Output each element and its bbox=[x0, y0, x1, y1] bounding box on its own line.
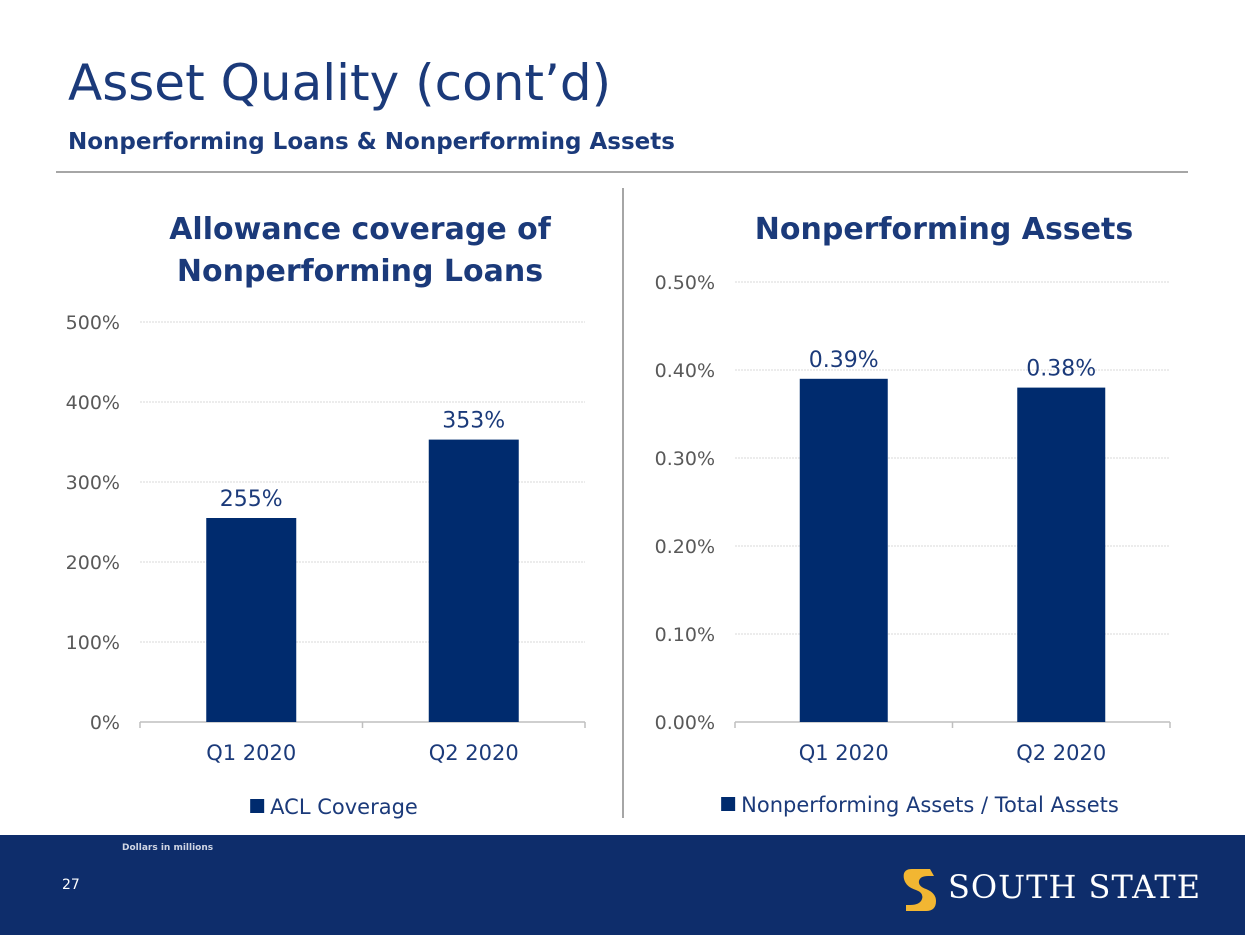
slide-subtitle: Nonperforming Loans & Nonperforming Asse… bbox=[68, 129, 675, 155]
bar-q1-2020 bbox=[206, 518, 297, 722]
chart-title-line-1: Nonperforming Loans bbox=[177, 254, 543, 289]
slide-title: Asset Quality (cont’d) bbox=[68, 54, 612, 112]
y-tick-label: 0% bbox=[90, 712, 120, 734]
y-tick-label: 0.20% bbox=[655, 536, 715, 558]
y-tick-label: 0.50% bbox=[655, 272, 715, 294]
legend-label: Nonperforming Assets / Total Assets bbox=[741, 793, 1119, 817]
chart-title-line-0: Nonperforming Assets bbox=[755, 212, 1133, 247]
y-tick-label: 0.40% bbox=[655, 360, 715, 382]
logo-text: SOUTH STATE bbox=[948, 868, 1202, 906]
y-tick-label: 0.30% bbox=[655, 448, 715, 470]
y-tick-label: 500% bbox=[66, 312, 120, 334]
category-label: Q1 2020 bbox=[799, 741, 889, 765]
page-number: 27 bbox=[62, 877, 80, 893]
footnote: Dollars in millions bbox=[122, 843, 214, 853]
bar-q2-2020 bbox=[428, 439, 519, 722]
y-tick-label: 0.10% bbox=[655, 624, 715, 646]
y-tick-label: 400% bbox=[66, 392, 120, 414]
category-label: Q2 2020 bbox=[1016, 741, 1106, 765]
bar-q2-2020 bbox=[1017, 387, 1106, 722]
title-divider bbox=[56, 171, 1188, 173]
legend-swatch bbox=[721, 797, 736, 811]
category-label: Q2 2020 bbox=[429, 741, 519, 765]
legend: ACL Coverage bbox=[250, 795, 418, 819]
legend: Nonperforming Assets / Total Assets bbox=[721, 793, 1119, 817]
data-label: 255% bbox=[220, 487, 283, 512]
chart-divider bbox=[622, 188, 624, 818]
data-label: 353% bbox=[442, 409, 505, 434]
logo-mark-icon bbox=[903, 869, 936, 911]
category-label: Q1 2020 bbox=[206, 741, 296, 765]
y-tick-label: 200% bbox=[66, 552, 120, 574]
bar-q1-2020 bbox=[799, 378, 888, 722]
data-label: 0.38% bbox=[1026, 357, 1096, 382]
legend-label: ACL Coverage bbox=[270, 795, 418, 819]
y-tick-label: 0.00% bbox=[655, 712, 715, 734]
data-label: 0.39% bbox=[809, 348, 879, 373]
nonperforming-assets-chart: Nonperforming Assets 0.00% 0.10% 0.20% 0.30%… bbox=[655, 212, 1171, 817]
legend-swatch bbox=[250, 799, 265, 813]
chart-title-line-0: Allowance coverage of bbox=[169, 212, 551, 247]
slide-footer: Dollars in millions 27 SOUTH STATE bbox=[0, 835, 1245, 935]
y-tick-label: 100% bbox=[66, 632, 120, 654]
south-state-logo: SOUTH STATE bbox=[900, 865, 1200, 915]
charts-canvas: Allowance coverage of Nonperforming Loans… bbox=[66, 212, 1171, 819]
allowance-coverage-chart: Allowance coverage of Nonperforming Loans… bbox=[66, 212, 586, 819]
y-tick-label: 300% bbox=[66, 472, 120, 494]
